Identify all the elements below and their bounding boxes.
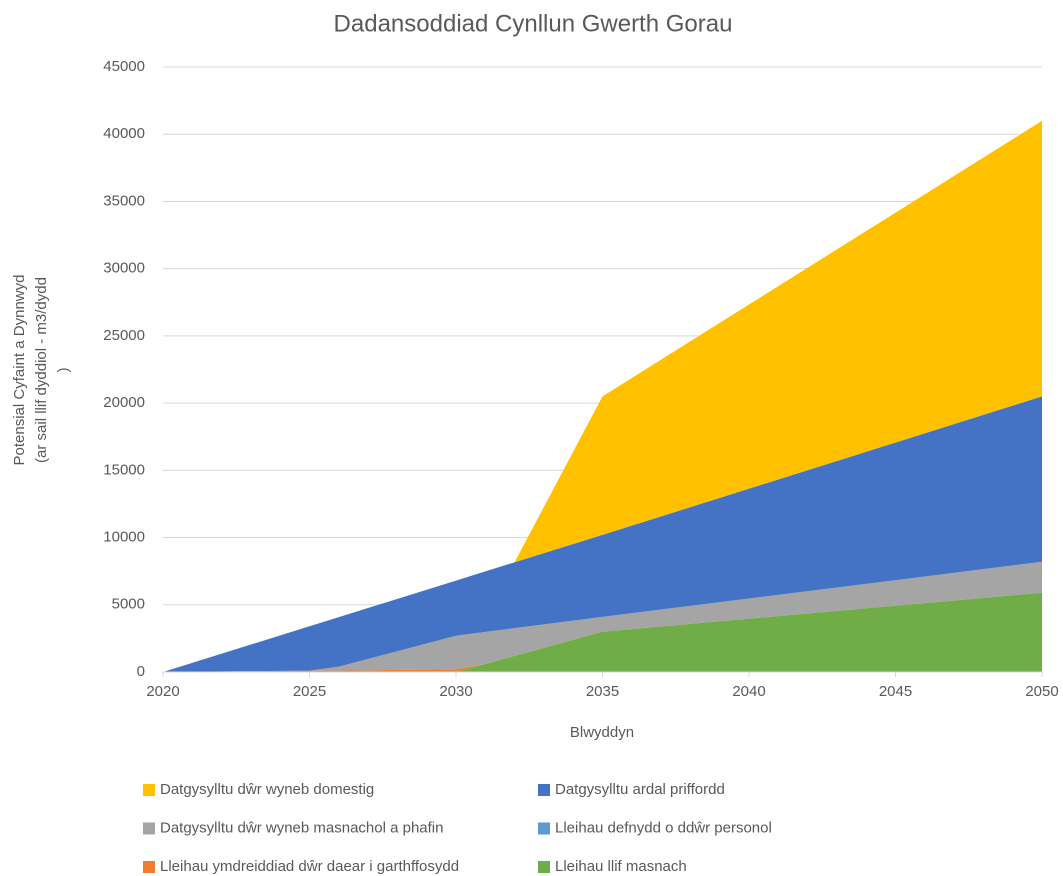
x-tick-label: 2030 [439,683,472,700]
legend-label: Lleihau llif masnach [555,858,687,875]
y-tick-label: 5000 [112,596,145,613]
y-tick-label: 40000 [103,125,145,142]
x-tick-label: 2020 [146,683,179,700]
y-tick-label: 20000 [103,394,145,411]
x-axis-label: Blwyddyn [570,724,634,741]
x-tick-label: 2035 [586,683,619,700]
y-tick-label: 35000 [103,192,145,209]
y-tick-label: 25000 [103,327,145,344]
y-tick-label: 0 [137,663,145,680]
y-axis-label-line: (ar sail llif dyddiol - m3/dydd [33,277,50,463]
y-tick-label: 45000 [103,58,145,75]
legend-swatch [143,784,155,796]
legend-label: Lleihau defnydd o ddŵr personol [555,819,772,836]
y-tick-label: 30000 [103,260,145,277]
x-tick-label: 2040 [732,683,765,700]
x-tick-label: 2050 [1025,683,1058,700]
x-tick-label: 2045 [879,683,912,700]
legend-label: Datgysylltu dŵr wyneb masnachol a phafin [160,819,443,836]
legend-swatch [538,861,550,873]
area [163,592,1042,672]
chart-title: Dadansoddiad Cynllun Gwerth Gorau [334,10,733,37]
y-axis-label-line: Potensial Cyfaint a Dynnwyd [11,275,28,466]
area [163,396,1042,672]
legend-swatch [143,861,155,873]
legend-label: Datgysylltu dŵr wyneb domestig [160,781,374,798]
y-tick-label: 15000 [103,461,145,478]
legend-label: Lleihau ymdreiddiad dŵr daear i garthffo… [160,858,459,875]
area [163,120,1042,673]
legend-swatch [538,822,550,835]
legend-label: Datgysylltu ardal priffordd [555,781,725,798]
y-tick-label: 10000 [103,529,145,546]
legend-swatch [143,822,155,835]
y-axis-label: Potensial Cyfaint a Dynnwyd (ar sail llif… [11,275,72,466]
x-tick-label: 2025 [293,683,326,700]
y-axis-label-line: ) [55,368,72,373]
legend-swatch [538,784,550,796]
